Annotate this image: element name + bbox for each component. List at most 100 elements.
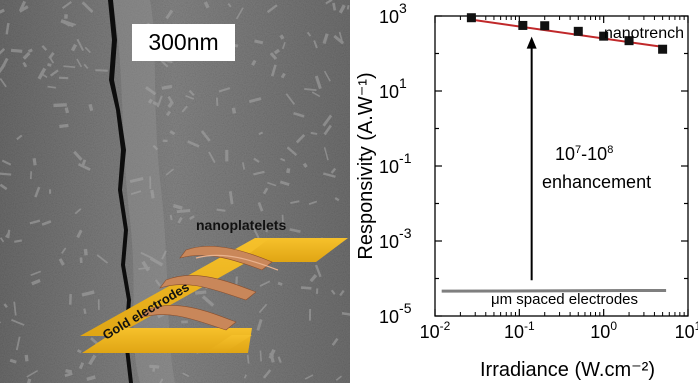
flake xyxy=(83,308,87,315)
flake xyxy=(333,34,345,45)
flake xyxy=(64,14,68,19)
flake xyxy=(83,248,88,256)
responsivity-chart: 10-2 10-1 100 101 10-5 10-3 10-1 101 103 Irradian… xyxy=(350,0,698,383)
sem-micrograph-panel: nanoplatelets Gold electrodes 300nm xyxy=(0,0,350,383)
y-tick-label: 101 xyxy=(379,75,407,102)
flake xyxy=(167,95,174,105)
device-schematic xyxy=(80,238,348,353)
series-label-nanotrench: nanotrench xyxy=(604,25,684,42)
flake xyxy=(281,41,286,50)
flake xyxy=(47,63,52,67)
flake xyxy=(65,369,73,374)
flake xyxy=(81,290,95,297)
enhancement-label: enhancement xyxy=(542,172,651,192)
flake xyxy=(61,247,67,254)
flake xyxy=(265,226,269,233)
flake xyxy=(195,290,207,295)
flake xyxy=(59,123,69,129)
flake xyxy=(308,200,318,205)
flake xyxy=(311,91,321,98)
flake xyxy=(208,151,216,164)
flake xyxy=(79,257,83,264)
flake xyxy=(31,278,41,286)
flake xyxy=(295,133,306,144)
y-tick-label: 103 xyxy=(379,0,407,27)
data-point xyxy=(540,21,550,31)
flake xyxy=(88,103,94,112)
flake xyxy=(181,105,188,113)
flake xyxy=(130,190,142,196)
flake xyxy=(47,85,57,89)
flake xyxy=(0,47,6,55)
flake xyxy=(32,158,37,166)
flake xyxy=(280,72,286,79)
x-tick-label: 100 xyxy=(590,319,617,342)
flake xyxy=(251,225,260,239)
flake xyxy=(81,159,87,167)
flake xyxy=(53,103,67,108)
flake xyxy=(286,146,298,157)
flake xyxy=(279,34,285,40)
flake xyxy=(63,21,70,27)
flake xyxy=(269,352,274,358)
flake xyxy=(188,89,195,97)
flake xyxy=(335,375,342,381)
flake xyxy=(231,107,237,114)
flake xyxy=(149,256,164,267)
flake xyxy=(289,228,301,233)
flake xyxy=(304,88,317,92)
flake xyxy=(169,214,173,221)
data-point xyxy=(518,20,528,30)
flake xyxy=(1,159,12,166)
flake xyxy=(290,200,300,205)
flake xyxy=(257,201,264,212)
x-tick-label: 10-1 xyxy=(504,319,535,342)
flake xyxy=(293,111,305,118)
flake xyxy=(16,134,23,141)
data-point xyxy=(466,13,476,23)
flake xyxy=(346,5,350,10)
flake xyxy=(262,187,269,195)
flake xyxy=(279,180,290,187)
flake xyxy=(316,288,319,294)
flake xyxy=(76,349,82,354)
gold-electrode-top xyxy=(238,238,348,262)
flake xyxy=(281,214,285,229)
flake xyxy=(310,131,318,135)
flake xyxy=(83,63,89,70)
flake xyxy=(0,63,6,76)
flake xyxy=(251,59,257,66)
flake xyxy=(29,171,33,180)
flake xyxy=(300,286,312,290)
flake xyxy=(150,189,155,199)
flake xyxy=(76,229,83,239)
flake xyxy=(22,51,31,60)
flake xyxy=(172,203,183,210)
flake xyxy=(70,43,78,52)
flake xyxy=(280,157,286,162)
flake xyxy=(177,216,183,224)
scale-bar-label: 300nm xyxy=(132,24,235,61)
flake xyxy=(0,237,5,243)
flake xyxy=(64,107,70,114)
flake xyxy=(242,162,246,170)
flake xyxy=(200,130,211,142)
flake xyxy=(235,7,244,20)
flake xyxy=(58,76,69,80)
flake xyxy=(97,299,100,310)
flake xyxy=(323,124,332,136)
flake xyxy=(169,130,176,136)
flake xyxy=(273,48,280,55)
flake xyxy=(330,289,336,295)
flake xyxy=(258,303,268,314)
flake xyxy=(181,320,188,324)
flake xyxy=(0,78,7,88)
flake xyxy=(339,289,345,297)
flake xyxy=(58,258,65,266)
flake xyxy=(330,167,337,174)
flake xyxy=(322,114,333,127)
flake xyxy=(162,139,168,143)
flake xyxy=(304,374,314,380)
flake xyxy=(246,354,250,364)
flake xyxy=(216,97,219,107)
